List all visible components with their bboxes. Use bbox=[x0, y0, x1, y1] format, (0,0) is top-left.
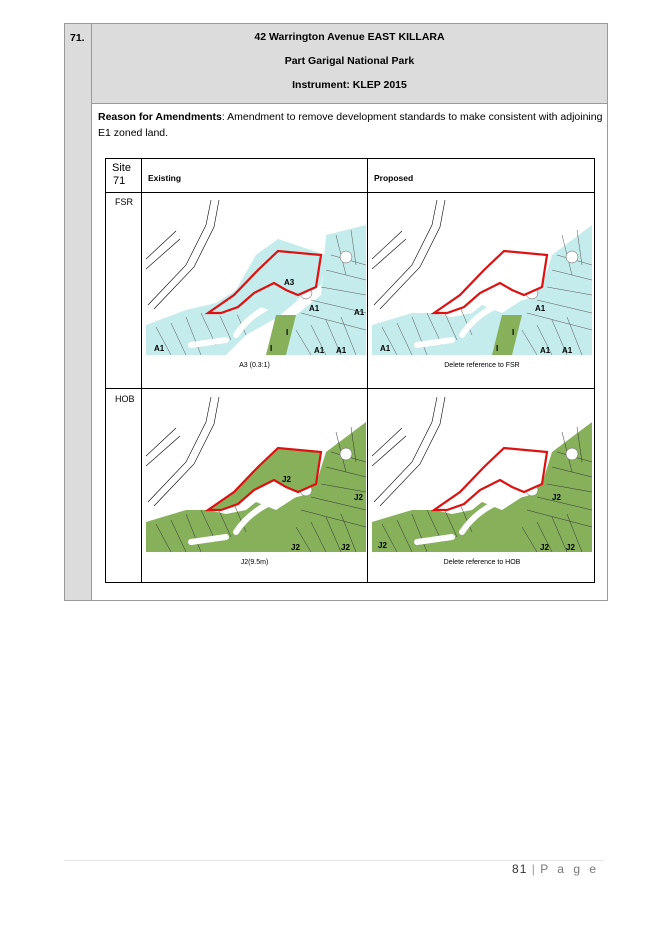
map-label: I bbox=[496, 344, 498, 353]
map-label: J2 bbox=[552, 493, 561, 502]
map-label: A1 bbox=[540, 346, 551, 355]
item-subtitle: Part Garigal National Park bbox=[284, 55, 415, 67]
footer-separator: | bbox=[531, 862, 536, 876]
map-label: I bbox=[286, 328, 288, 337]
item-header: 42 Warrington Avenue EAST KILLARA Part G… bbox=[92, 24, 607, 104]
map-label: A1 bbox=[154, 344, 165, 353]
map-comparison-table: Site 71 Existing Proposed FSR HOB bbox=[105, 158, 595, 583]
page-word: P a g e bbox=[540, 862, 599, 876]
item-number: 71. bbox=[70, 32, 85, 44]
page-footer: 81 | P a g e bbox=[512, 862, 599, 876]
hob-existing-caption: J2(9.5m) bbox=[240, 559, 269, 566]
map-label: A1 bbox=[309, 304, 320, 313]
map-label: I bbox=[512, 328, 514, 337]
column-header-proposed: Proposed bbox=[374, 173, 414, 183]
map-label: A1 bbox=[562, 346, 573, 355]
row-label-hob: HOB bbox=[115, 394, 135, 404]
page-number: 81 bbox=[512, 862, 528, 876]
footer-rule bbox=[64, 860, 604, 861]
item-number-column: 71. bbox=[65, 24, 92, 600]
fsr-existing-map: A3 A1 A1 A1 A1 A1 I I bbox=[146, 199, 366, 355]
item-instrument: Instrument: KLEP 2015 bbox=[292, 79, 407, 91]
map-label: A3 bbox=[284, 278, 295, 287]
map-label: I bbox=[270, 344, 272, 353]
amendment-item-table: 71. 42 Warrington Avenue EAST KILLARA Pa… bbox=[64, 23, 608, 601]
reason-label: Reason for Amendments bbox=[98, 111, 222, 123]
hob-proposed-map: J2 J2 J2 J2 bbox=[372, 396, 592, 552]
map-label: A1 bbox=[354, 308, 365, 317]
table-divider bbox=[141, 159, 142, 582]
fsr-proposed-caption: Delete reference to FSR bbox=[444, 362, 520, 369]
hob-existing-map: J2 J2 J2 J2 bbox=[146, 396, 366, 552]
row-label-fsr: FSR bbox=[115, 197, 133, 207]
fsr-existing-caption: A3 (0.3:1) bbox=[239, 362, 270, 369]
site-label: Site 71 bbox=[112, 162, 131, 188]
reason-paragraph: Reason for Amendments: Amendment to remo… bbox=[98, 109, 603, 141]
map-label: J2 bbox=[341, 543, 350, 552]
table-divider bbox=[106, 388, 594, 389]
map-label: J2 bbox=[540, 543, 549, 552]
table-divider bbox=[367, 159, 368, 582]
map-label: J2 bbox=[378, 541, 387, 550]
map-label: J2 bbox=[566, 543, 575, 552]
column-header-existing: Existing bbox=[148, 173, 182, 183]
site-label-line1: Site bbox=[112, 162, 131, 174]
table-divider bbox=[106, 192, 594, 193]
reason-text: : Amendment to remove development standa… bbox=[98, 111, 603, 139]
site-label-line2: 71 bbox=[113, 175, 126, 187]
map-label: J2 bbox=[282, 475, 291, 484]
map-label: J2 bbox=[291, 543, 300, 552]
hob-proposed-caption: Delete reference to HOB bbox=[443, 559, 521, 566]
item-title: 42 Warrington Avenue EAST KILLARA bbox=[254, 31, 445, 43]
map-label: A1 bbox=[380, 344, 391, 353]
map-label: A1 bbox=[336, 346, 347, 355]
map-label: A1 bbox=[314, 346, 325, 355]
map-label: J2 bbox=[354, 493, 363, 502]
fsr-proposed-map: A1 A1 A1 A1 I I bbox=[372, 199, 592, 355]
map-label: A1 bbox=[535, 304, 546, 313]
